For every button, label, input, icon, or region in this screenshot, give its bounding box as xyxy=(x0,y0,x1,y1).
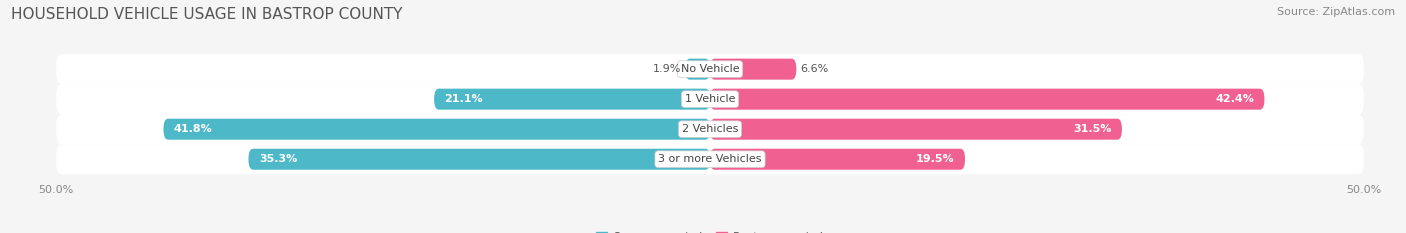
Text: 2 Vehicles: 2 Vehicles xyxy=(682,124,738,134)
Text: 35.3%: 35.3% xyxy=(259,154,297,164)
FancyBboxPatch shape xyxy=(710,119,1122,140)
Text: 3 or more Vehicles: 3 or more Vehicles xyxy=(658,154,762,164)
FancyBboxPatch shape xyxy=(56,144,1364,174)
FancyBboxPatch shape xyxy=(56,114,1364,144)
Text: 41.8%: 41.8% xyxy=(174,124,212,134)
Text: No Vehicle: No Vehicle xyxy=(681,64,740,74)
Text: 42.4%: 42.4% xyxy=(1215,94,1254,104)
Text: Source: ZipAtlas.com: Source: ZipAtlas.com xyxy=(1277,7,1395,17)
FancyBboxPatch shape xyxy=(710,89,1264,110)
FancyBboxPatch shape xyxy=(163,119,710,140)
Text: 19.5%: 19.5% xyxy=(915,154,955,164)
FancyBboxPatch shape xyxy=(685,59,710,80)
FancyBboxPatch shape xyxy=(710,59,796,80)
FancyBboxPatch shape xyxy=(249,149,710,170)
FancyBboxPatch shape xyxy=(710,149,965,170)
Text: 1 Vehicle: 1 Vehicle xyxy=(685,94,735,104)
Legend: Owner-occupied, Renter-occupied: Owner-occupied, Renter-occupied xyxy=(592,227,828,233)
Text: 31.5%: 31.5% xyxy=(1073,124,1112,134)
Text: 1.9%: 1.9% xyxy=(652,64,682,74)
Text: HOUSEHOLD VEHICLE USAGE IN BASTROP COUNTY: HOUSEHOLD VEHICLE USAGE IN BASTROP COUNT… xyxy=(11,7,402,22)
Text: 21.1%: 21.1% xyxy=(444,94,484,104)
FancyBboxPatch shape xyxy=(56,54,1364,84)
FancyBboxPatch shape xyxy=(434,89,710,110)
Text: 6.6%: 6.6% xyxy=(800,64,828,74)
FancyBboxPatch shape xyxy=(56,84,1364,114)
